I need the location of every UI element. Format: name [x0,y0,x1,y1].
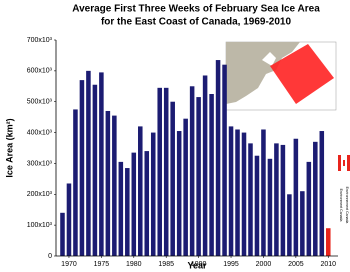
bar [86,70,91,256]
bar [157,87,162,256]
bar [287,194,292,256]
bar [326,228,331,256]
bar [254,155,260,256]
y-tick-label: 400x10³ [27,129,53,136]
bar [202,75,208,256]
bar [189,86,195,257]
x-tick-label: 1985 [158,261,174,268]
bar [319,131,325,256]
bar [280,144,286,256]
x-tick-label: 1970 [61,261,77,268]
bar [131,152,137,256]
x-tick-label: 1995 [223,261,239,268]
chart-title: Average First Three Weeks of February Se… [72,4,320,15]
bar [92,84,98,256]
y-tick-label: 200x10³ [27,191,53,198]
x-tick-label: 2005 [288,261,304,268]
chart-title: for the East Coast of Canada, 1969-2010 [101,17,292,28]
x-axis-label: Year [187,260,207,270]
x-tick-label: 1975 [94,261,110,268]
bar [105,110,111,256]
bar [60,212,65,256]
bar [118,161,124,256]
bar [248,143,253,256]
bar [235,129,240,256]
bar [313,141,318,256]
logo-text: Environnement Canada [345,187,349,224]
y-tick-label: 300x10³ [27,160,53,167]
bar [66,183,72,256]
x-tick-label: 2010 [320,261,336,268]
bar [306,161,312,256]
y-tick-label: 100x10³ [27,222,53,229]
bar [209,94,214,256]
bar [241,132,247,256]
bar [144,151,150,256]
bar [261,129,266,256]
y-tick-label: 500x10³ [27,99,53,106]
map-inset [225,41,337,111]
x-tick-label: 1990 [191,261,207,268]
bar [112,115,117,256]
bar [228,126,234,257]
bar [293,138,299,256]
bar [99,72,104,257]
bar [222,64,227,256]
y-tick-label: 600x10³ [27,68,53,75]
bar [267,158,273,256]
bar [196,97,201,256]
bar [73,109,78,256]
logo-text: Environment Canada [339,189,343,222]
y-tick-label: 700x10³ [27,37,53,44]
logo: Environment Canada Environnement Canada [338,155,350,223]
bar [170,101,175,256]
x-tick-label: 1980 [126,261,142,268]
bar [183,118,188,256]
x-tick-label: 2000 [256,261,272,268]
bar [163,87,169,256]
y-axis-label: Ice Area (km²) [4,118,14,177]
bar [215,60,221,256]
bar [274,143,279,256]
bar [176,131,182,256]
bar [300,191,305,256]
bar [79,80,85,256]
y-tick-label: 0 [48,253,52,260]
bar [138,126,143,257]
bar [125,168,130,256]
bar [150,132,156,256]
